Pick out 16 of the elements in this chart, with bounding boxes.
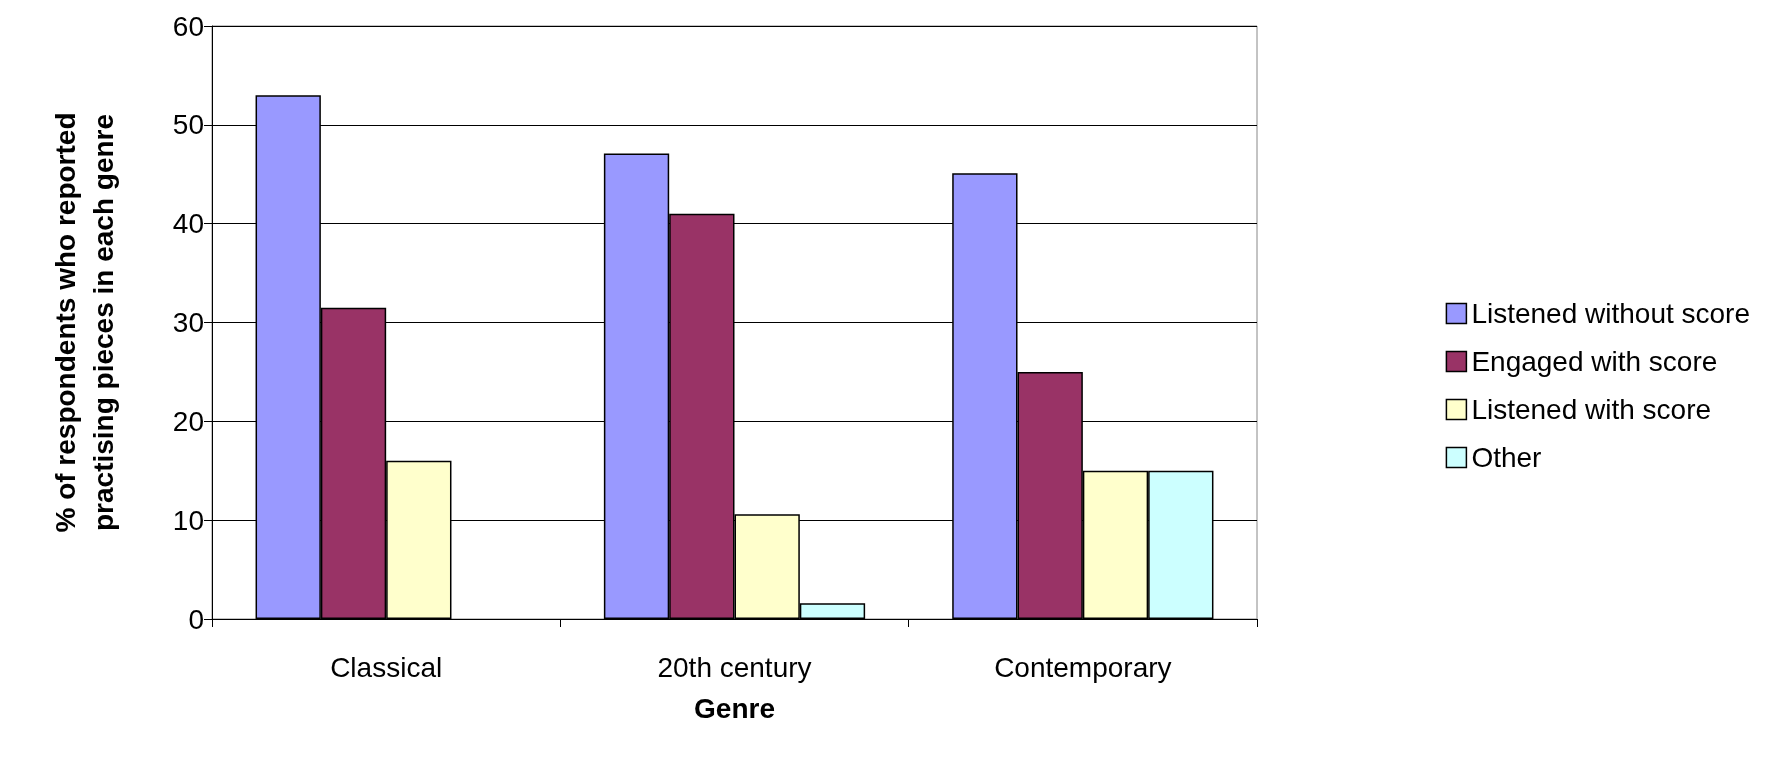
legend-label: Listened with score bbox=[1471, 394, 1712, 425]
x-tick-label: Classical bbox=[330, 651, 443, 683]
y-tick-label: 30 bbox=[172, 307, 204, 338]
y-tick-label: 10 bbox=[172, 504, 204, 536]
legend-label: Engaged with score bbox=[1471, 346, 1718, 377]
x-tick-label: Contemporary bbox=[994, 651, 1172, 683]
x-tick-label: 20th century bbox=[657, 651, 812, 683]
y-tick-label: 40 bbox=[172, 208, 204, 240]
y-axis-title: % of respondents who reported practising pieces in each genre bbox=[49, 112, 119, 533]
legend-label: Other bbox=[1471, 442, 1542, 473]
y-tick-label: 0 bbox=[188, 603, 204, 635]
y-tick-label: 50 bbox=[172, 109, 204, 141]
x-axis-title: Genre bbox=[694, 692, 775, 724]
y-tick-label: 20 bbox=[172, 405, 204, 437]
y-tick-label: 60 bbox=[172, 10, 204, 42]
legend-label: Listened without score bbox=[1471, 298, 1750, 329]
